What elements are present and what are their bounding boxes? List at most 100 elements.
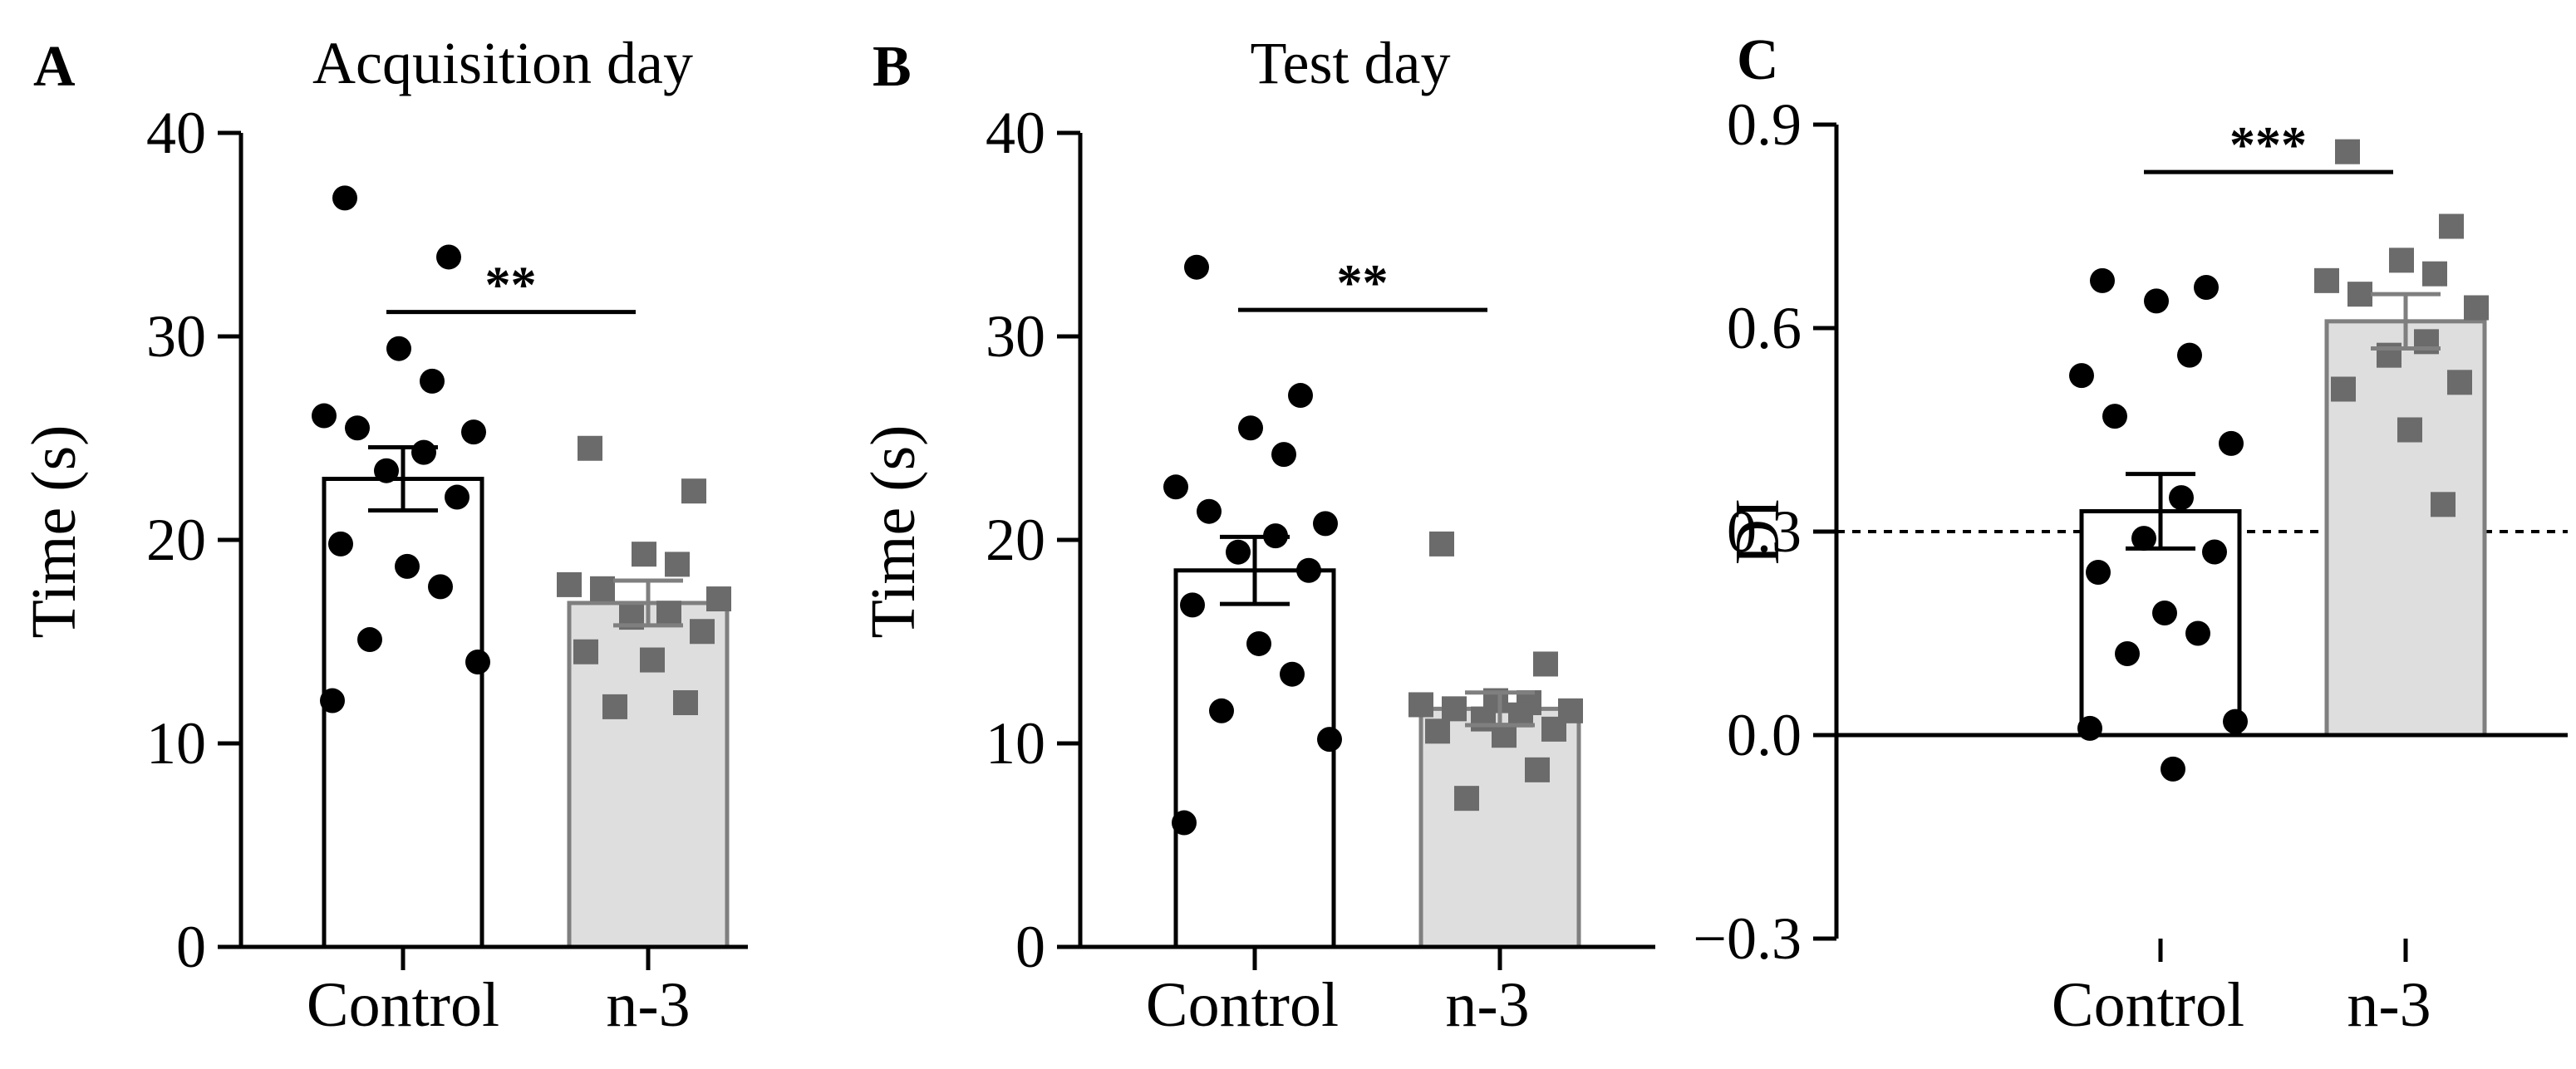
panel-c-ytick-label: −0.3 [1693, 905, 1802, 972]
panel-b-point-control [1296, 557, 1321, 583]
panel-b-point-control [1280, 661, 1305, 687]
panel-b-point-n3 [1533, 651, 1558, 677]
panel-a-point-n3 [681, 478, 706, 504]
panel-c-point-n3 [2331, 376, 2356, 402]
panel-c-point-control [2169, 485, 2194, 511]
panel-b-point-control [1317, 727, 1342, 753]
panel-a-point-control [332, 185, 357, 211]
panel-a-point-control [374, 458, 399, 483]
panel-a-point-n3 [602, 694, 627, 719]
panel-b-point-control [1246, 630, 1271, 656]
panel-a-point-control [445, 484, 469, 510]
panel-a-point-control [386, 336, 411, 361]
panel-a-point-control [357, 627, 382, 653]
panel-b-point-control [1180, 592, 1205, 618]
panel-c-point-control [2152, 601, 2177, 625]
panel-a-point-control [320, 688, 345, 713]
panel-a-y-axis-label: Time (s) [19, 425, 89, 639]
panel-b-significance-stars: ** [1337, 255, 1389, 311]
panel-c-point-control [2131, 526, 2156, 552]
panel-c-x-label-control: Control [2052, 970, 2244, 1040]
panel-a-point-n3 [640, 647, 665, 673]
panel-a-point-n3 [573, 639, 598, 664]
panel-b-point-control [1197, 498, 1222, 524]
panel-c-point-control [2090, 267, 2115, 293]
panel-a-point-n3 [590, 576, 615, 601]
panel-b-point-control [1172, 810, 1197, 836]
panel-c-point-n3 [2314, 267, 2339, 293]
panel-c-ytick-label: 0.3 [1727, 498, 1802, 565]
panel-a-point-control [328, 531, 353, 557]
panel-a-ytick-label: 40 [146, 100, 206, 166]
panel-b-title: Test day [1251, 30, 1451, 96]
panel-c-point-control [2144, 288, 2169, 314]
panel-c-point-control [2102, 404, 2127, 429]
panel-c-point-n3 [2464, 295, 2489, 321]
panel-b-y-axis-label: Time (s) [858, 425, 928, 639]
panel-a-x-label-control: Control [307, 970, 499, 1040]
panel-a-point-control [436, 244, 461, 270]
panel-a-significance-stars: ** [485, 257, 537, 314]
panel-b-ytick-label: 0 [1015, 914, 1045, 980]
panel-c-point-control [2223, 709, 2248, 734]
panel-a-point-n3 [673, 690, 698, 715]
panel-c-ytick-label: 0.9 [1727, 91, 1802, 158]
panel-a-point-n3 [665, 552, 690, 577]
panel-c-point-n3 [2439, 213, 2464, 239]
panel-c-point-n3 [2389, 248, 2414, 273]
panel-c-letter: C [1737, 28, 1779, 92]
panel-b-point-n3 [1454, 786, 1479, 812]
panel-b-point-n3 [1408, 692, 1433, 718]
panel-c-y-axis-label: DI [1723, 498, 1792, 565]
panel-a-point-control [395, 553, 420, 579]
panel-a-x-label-n3: n-3 [606, 970, 690, 1040]
panel-a-point-n3 [656, 601, 681, 626]
panel-b-point-n3 [1429, 531, 1454, 557]
panel-c-point-n3 [2431, 492, 2456, 517]
panel-b-point-n3 [1425, 718, 1450, 744]
panel-b-point-n3 [1525, 757, 1550, 782]
panel-b-x-label-control: Control [1146, 970, 1339, 1040]
panel-c-ytick-label: 0.6 [1727, 295, 1802, 361]
panel-c-point-control [2219, 430, 2244, 456]
panel-a-point-control [420, 368, 445, 394]
panel-c-point-control [2177, 342, 2202, 368]
panel-b: B Test day Time (s) 0 10 20 30 40 ** Control… [858, 30, 1655, 1040]
panel-b-point-control [1226, 539, 1251, 565]
panel-a-point-control [428, 574, 453, 600]
panel-c-point-control [2069, 363, 2094, 389]
panel-c-point-control [2115, 641, 2140, 666]
panel-c-point-n3 [2335, 139, 2360, 164]
panel-a-point-n3 [690, 619, 715, 645]
panel-b-point-n3 [1541, 716, 1566, 742]
panel-b-point-control [1163, 474, 1188, 500]
panel-a-point-control [465, 650, 490, 674]
panel-a-point-control [461, 419, 486, 445]
panel-a-ytick-label: 10 [146, 710, 206, 777]
panel-c-point-n3 [2422, 261, 2447, 287]
panel-a-point-n3 [557, 571, 582, 597]
panel-a-title: Acquisition day [312, 30, 693, 96]
panel-b-point-control [1313, 511, 1338, 537]
panel-b-point-control [1184, 254, 1209, 280]
panel-b-point-control [1238, 415, 1263, 441]
panel-c: C DI −0.3 0.0 0.3 0.6 0.9 *** Control n-3 [1693, 28, 2568, 1040]
panel-a-point-n3 [706, 586, 731, 612]
panel-c-x-label-n3: n-3 [2347, 970, 2431, 1040]
panel-b-letter: B [873, 35, 912, 99]
panel-c-point-n3 [2447, 370, 2472, 395]
panel-a-letter: A [33, 35, 76, 99]
panel-a-point-control [345, 415, 370, 441]
panel-c-significance-stars: *** [2229, 117, 2307, 174]
panel-a-point-n3 [632, 542, 656, 567]
panel-a-ytick-label: 20 [146, 507, 206, 573]
panel-c-point-n3 [2347, 282, 2372, 307]
panel-b-bar-control [1173, 568, 1336, 949]
panel-b-ytick-label: 10 [986, 710, 1045, 777]
panel-b-point-control [1271, 442, 1296, 468]
panel-b-ytick-label: 20 [986, 507, 1045, 573]
panel-b-ytick-label: 30 [986, 303, 1045, 370]
panel-c-point-control [2086, 560, 2111, 585]
